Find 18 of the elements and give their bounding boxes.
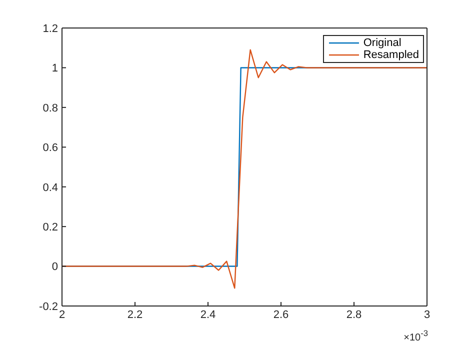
x-tick-label: 2.4	[200, 308, 216, 321]
y-tick-label: 0	[52, 261, 58, 274]
line-series	[62, 49, 427, 289]
x-tick-label: 2.2	[127, 308, 143, 321]
x-tick-label: 2.8	[346, 308, 362, 321]
x-tick-label: 3	[424, 308, 430, 321]
y-tick-label: 1	[52, 62, 58, 75]
y-tick-label: 0.2	[42, 221, 58, 234]
x-tick-label: 2	[58, 308, 66, 321]
y-tick-label: 1.2	[42, 22, 58, 35]
legend-label: Resampled	[363, 49, 419, 61]
text: ×10$^{-3}$	[404, 328, 428, 344]
x-tick-label: 2.6	[273, 308, 289, 321]
y-tick-label: 0.4	[42, 182, 58, 194]
legend-label: Original	[363, 37, 402, 49]
y-tick-label: 0.8	[42, 102, 58, 114]
y-tick-label: -0.2	[39, 300, 58, 313]
y-tick-label: 0.6	[42, 142, 58, 154]
